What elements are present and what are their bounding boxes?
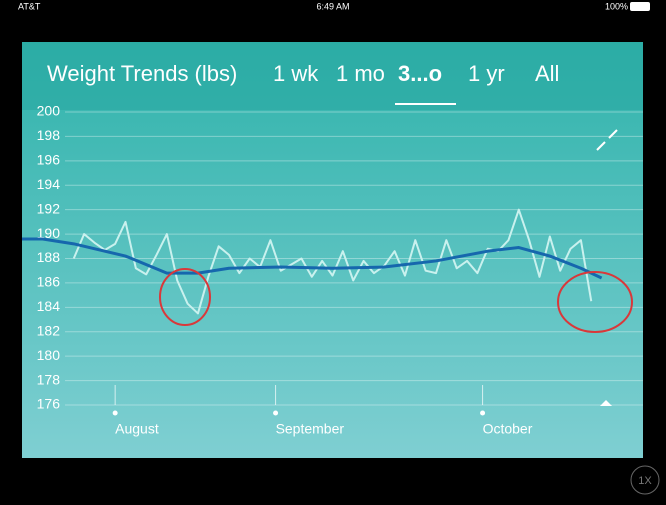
x-tick-dot: [112, 410, 118, 416]
chart-title: Weight Trends (lbs): [47, 61, 237, 86]
battery-icon: [630, 2, 650, 11]
collapse-arrow: [596, 141, 606, 151]
annotation-circle: [557, 271, 633, 333]
x-tick-label: August: [115, 421, 159, 437]
y-tick-label: 180: [37, 347, 61, 363]
series-line: [22, 237, 603, 280]
x-tick-dot: [480, 410, 486, 416]
y-tick-label: 184: [37, 298, 61, 314]
zoom-button[interactable]: [630, 465, 660, 495]
time-range-tab[interactable]: 1 yr: [468, 61, 505, 86]
clock: 6:49 AM: [316, 1, 349, 11]
x-tick-label: September: [276, 421, 345, 437]
y-tick-label: 198: [37, 127, 61, 143]
chart-panel: [22, 42, 643, 458]
x-tick-label: October: [483, 421, 533, 437]
y-tick-label: 182: [37, 322, 61, 338]
time-range-tab[interactable]: 1 mo: [336, 61, 385, 86]
annotation-circle: [159, 268, 211, 326]
y-tick-label: 194: [37, 176, 61, 192]
scroll-marker: [600, 400, 612, 406]
y-tick-label: 178: [37, 371, 61, 387]
header-band: [22, 42, 643, 110]
y-tick-label: 188: [37, 249, 61, 265]
y-tick-label: 200: [37, 103, 61, 119]
time-range-tab[interactable]: All: [535, 61, 559, 86]
series-line: [72, 208, 593, 315]
time-range-tab[interactable]: 1 wk: [273, 61, 319, 86]
x-tick-dot: [273, 410, 279, 416]
time-range-tab[interactable]: 3...o: [398, 61, 442, 86]
y-tick-label: 196: [37, 152, 61, 168]
battery: 100%: [605, 1, 628, 11]
collapse-arrow: [608, 129, 618, 139]
y-tick-label: 192: [37, 200, 61, 216]
y-tick-label: 186: [37, 274, 61, 290]
y-tick-label: 176: [37, 396, 61, 412]
collapse-icon[interactable]: [596, 129, 618, 151]
y-tick-label: 190: [37, 225, 61, 241]
carrier: AT&T: [18, 1, 41, 11]
zoom-label: 1X: [638, 475, 652, 487]
